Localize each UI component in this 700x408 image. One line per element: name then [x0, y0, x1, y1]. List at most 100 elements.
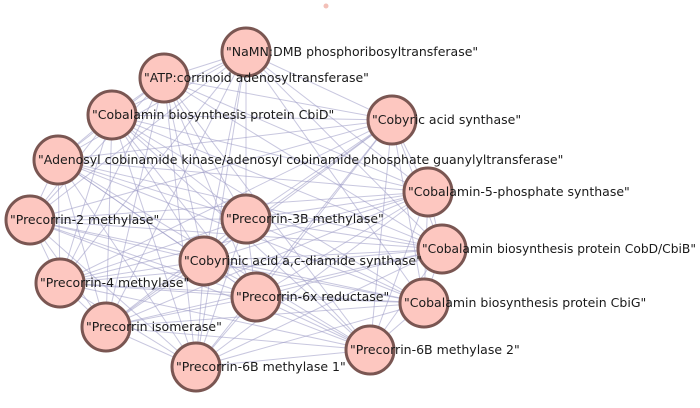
edge [57, 119, 393, 161]
node-label: "Cobalamin biosynthesis protein CbiD" [92, 107, 334, 122]
node-label: "Precorrin-6x reductase" [236, 289, 389, 304]
node-label: "Precorrin-4 methylase" [40, 275, 189, 290]
edge [163, 77, 429, 193]
node-label: "Adenosyl cobinamide kinase/adenosyl cob… [38, 152, 563, 167]
edge [195, 349, 371, 368]
node-circle[interactable] [178, 235, 230, 287]
node-circle[interactable] [4, 194, 56, 246]
nodes-layer: "NaMN:DMB phosphoribosyltransferase" "ATP… [4, 26, 696, 393]
edge [29, 219, 205, 262]
node-label: "Precorrin-6B methylase 2" [350, 342, 520, 357]
edge [195, 248, 443, 368]
node-circle[interactable] [398, 277, 450, 329]
edge [245, 218, 371, 351]
graph-node[interactable]: "Precorrin-3B methylase" [220, 193, 384, 245]
edge [163, 77, 205, 262]
node-circle[interactable] [32, 134, 84, 186]
edge [59, 119, 393, 284]
graph-node[interactable]: "Cobalamin-5-phosphate synthase" [402, 166, 630, 218]
edge [245, 191, 429, 220]
edge [245, 51, 393, 121]
edge [163, 77, 393, 121]
edge [59, 218, 247, 284]
graph-node[interactable]: "Adenosyl cobinamide kinase/adenosyl cob… [32, 134, 563, 186]
node-label: "NaMN:DMB phosphoribosyltransferase" [226, 44, 478, 59]
node-circle[interactable] [344, 324, 396, 376]
edge [105, 114, 113, 328]
node-circle[interactable] [402, 166, 454, 218]
edge [391, 119, 425, 304]
edge [369, 191, 429, 351]
node-circle[interactable] [230, 271, 282, 323]
graph-node[interactable]: "Cobalamin biosynthesis protein CbiG" [398, 277, 646, 329]
edge [255, 191, 429, 298]
graph-node[interactable]: "Precorrin-4 methylase" [34, 257, 189, 309]
edge [255, 296, 425, 304]
edge [195, 119, 393, 368]
edge [29, 218, 247, 221]
edge [111, 114, 197, 368]
edge [111, 114, 247, 220]
node-circle[interactable] [80, 301, 132, 353]
edge [203, 260, 371, 351]
node-label: "Precorrin isomerase" [86, 319, 222, 334]
graph-node[interactable]: "Cobyrinic acid a,c-diamide synthase" [178, 235, 422, 287]
node-label: "Cobyric acid synthase" [372, 112, 521, 127]
graph-node[interactable]: "Cobalamin biosynthesis protein CobD/Cbi… [416, 223, 696, 275]
node-circle[interactable] [34, 257, 86, 309]
node-label: "Cobyrinic acid a,c-diamide synthase" [184, 253, 422, 268]
edge [111, 114, 393, 121]
node-circle[interactable] [86, 89, 138, 141]
edge [29, 77, 165, 221]
node-label: "Cobalamin biosynthesis protein CobD/Cbi… [422, 241, 696, 256]
graph-node[interactable]: "Precorrin-6B methylase 1" [170, 341, 346, 393]
edges-layer [29, 51, 443, 368]
graph-node[interactable]: "ATP:corrinoid adenosyltransferase" [138, 52, 369, 104]
edge [255, 119, 393, 298]
edge [163, 77, 257, 298]
edge [59, 282, 257, 298]
edge [59, 77, 165, 284]
edge [195, 218, 247, 368]
edge [245, 119, 393, 220]
graph-node[interactable]: "Cobyric acid synthase" [366, 94, 521, 146]
node-label: "Precorrin-6B methylase 1" [176, 359, 346, 374]
edge [57, 159, 107, 328]
edge [57, 51, 247, 161]
node-label: "Precorrin-2 methylase" [10, 212, 159, 227]
edge [195, 302, 425, 368]
edge [163, 77, 247, 220]
edge [29, 219, 257, 298]
node-label: "Precorrin-3B methylase" [226, 211, 384, 226]
graph-node[interactable]: "Precorrin-2 methylase" [4, 194, 159, 246]
edge [59, 114, 113, 284]
stray-dot [323, 3, 329, 9]
node-circle[interactable] [170, 341, 222, 393]
graph-node[interactable]: "NaMN:DMB phosphoribosyltransferase" [220, 26, 478, 78]
graph-node[interactable]: "Precorrin-6B methylase 2" [344, 324, 520, 376]
node-circle[interactable] [220, 26, 272, 78]
edge [255, 248, 443, 298]
edge [245, 218, 443, 250]
node-circle[interactable] [366, 94, 418, 146]
node-label: "ATP:corrinoid adenosyltransferase" [144, 70, 369, 85]
edge [203, 51, 247, 262]
edge [245, 51, 443, 250]
edge [57, 159, 429, 193]
edge [105, 326, 371, 351]
node-circle[interactable] [220, 193, 272, 245]
edge [59, 282, 371, 351]
node-circle[interactable] [416, 223, 468, 275]
edge [29, 51, 247, 221]
node-circle[interactable] [138, 52, 190, 104]
edge [111, 114, 443, 250]
edge [29, 119, 393, 221]
node-label: "Cobalamin biosynthesis protein CbiG" [404, 295, 646, 310]
graph-node[interactable]: "Precorrin-6x reductase" [230, 271, 389, 323]
edge [105, 77, 165, 328]
graph-node[interactable]: "Precorrin isomerase" [80, 301, 222, 353]
graph-node[interactable]: "Cobalamin biosynthesis protein CbiD" [86, 89, 334, 141]
edge [203, 191, 429, 262]
edge [245, 51, 429, 193]
edge [203, 248, 443, 262]
